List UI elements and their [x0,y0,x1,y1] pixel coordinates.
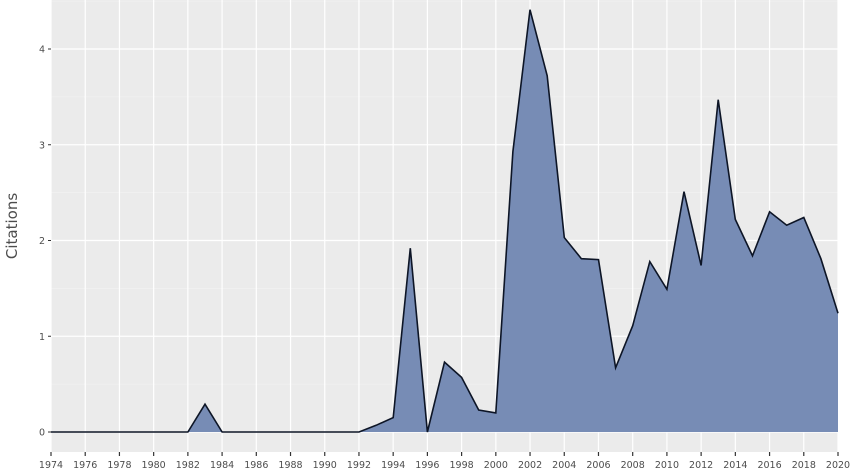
x-tick-label: 2020 [826,460,850,471]
x-tick-label: 1984 [210,460,234,471]
x-tick-label: 2014 [723,460,747,471]
x-tick-label: 2010 [655,460,679,471]
x-tick-label: 1980 [142,460,166,471]
x-tick-label: 1988 [278,460,302,471]
x-tick-label: 2018 [792,460,816,471]
y-axis-title: Citations [3,193,21,259]
x-tick-label: 1996 [415,460,439,471]
x-tick-label: 2004 [552,460,576,471]
x-tick-label: 1978 [107,460,131,471]
x-tick-label: 1994 [381,460,405,471]
y-tick-label: 2 [39,236,45,247]
y-tick-label: 4 [39,45,45,56]
x-tick-label: 1992 [347,460,371,471]
area-outline [51,9,839,433]
x-tick-label: 2000 [484,460,508,471]
y-tick-label: 0 [39,428,45,439]
x-tick-label: 2012 [689,460,713,471]
y-tick-label: 1 [39,332,45,343]
x-tick-label: 1974 [39,460,63,471]
x-tick-label: 2016 [757,460,781,471]
x-tick-label: 2002 [518,460,542,471]
x-tick-label: 1990 [313,460,337,471]
x-tick-label: 1986 [244,460,268,471]
x-tick-label: 1998 [450,460,474,471]
y-tick-label: 3 [39,140,45,151]
area-fill [51,9,838,432]
x-tick-label: 2006 [586,460,610,471]
x-tick-label: 2008 [621,460,645,471]
y-axis: 0 1 2 3 4 [39,45,51,439]
x-axis: 1974 1976 1978 1980 1982 1984 1986 1988 1990 1992… [39,452,850,471]
x-tick-label: 1982 [176,460,200,471]
x-tick-label: 1976 [73,460,97,471]
